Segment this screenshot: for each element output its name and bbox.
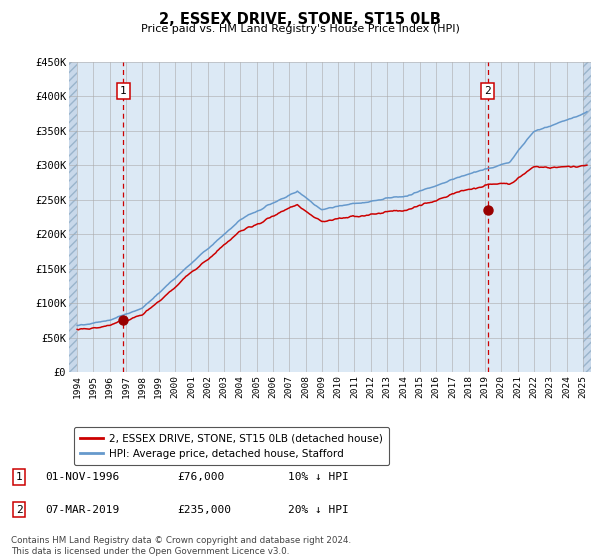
Bar — [583, 62, 591, 372]
Text: Price paid vs. HM Land Registry's House Price Index (HPI): Price paid vs. HM Land Registry's House … — [140, 24, 460, 34]
Text: 2, ESSEX DRIVE, STONE, ST15 0LB: 2, ESSEX DRIVE, STONE, ST15 0LB — [159, 12, 441, 27]
Text: 1: 1 — [16, 472, 23, 482]
Text: 10% ↓ HPI: 10% ↓ HPI — [288, 472, 349, 482]
Text: 01-NOV-1996: 01-NOV-1996 — [45, 472, 119, 482]
Text: 2: 2 — [484, 86, 491, 96]
Bar — [69, 62, 77, 372]
Legend: 2, ESSEX DRIVE, STONE, ST15 0LB (detached house), HPI: Average price, detached h: 2, ESSEX DRIVE, STONE, ST15 0LB (detache… — [74, 427, 389, 465]
Text: 2: 2 — [16, 505, 23, 515]
Text: 07-MAR-2019: 07-MAR-2019 — [45, 505, 119, 515]
Text: £76,000: £76,000 — [177, 472, 224, 482]
Text: Contains HM Land Registry data © Crown copyright and database right 2024.
This d: Contains HM Land Registry data © Crown c… — [11, 536, 351, 556]
Text: £235,000: £235,000 — [177, 505, 231, 515]
Text: 20% ↓ HPI: 20% ↓ HPI — [288, 505, 349, 515]
Text: 1: 1 — [120, 86, 127, 96]
